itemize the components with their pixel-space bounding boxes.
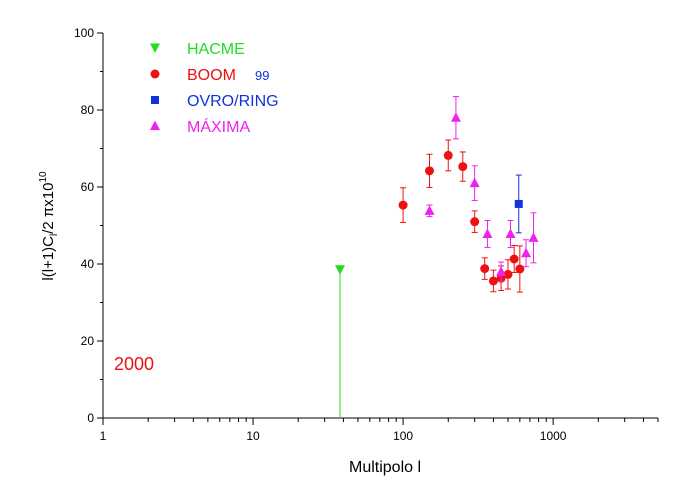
data-point — [480, 264, 490, 274]
axes: 0 20 40 60 80 100 1 10 100 1000 — [74, 26, 659, 443]
data-point — [521, 247, 532, 258]
legend-marker — [150, 69, 160, 79]
data-point — [496, 266, 507, 276]
y-tick-label: 20 — [81, 334, 95, 348]
x-axis-label: Multipolo l — [349, 459, 421, 476]
data-point — [505, 228, 516, 238]
data-point — [503, 269, 513, 279]
x-tick-label: 10 — [246, 429, 260, 443]
legend-marker — [150, 43, 160, 53]
legend-label: HACME — [187, 41, 245, 58]
data-point — [509, 254, 519, 264]
y-axis-label-superscript: 10 — [38, 171, 49, 183]
data-point — [469, 177, 480, 188]
y-tick-label: 100 — [74, 26, 94, 40]
data-point — [470, 217, 480, 227]
y-tick-label: 60 — [81, 180, 95, 194]
x-tick-label: 1 — [100, 429, 107, 443]
data-point — [458, 162, 468, 172]
data-point — [443, 150, 453, 160]
year-annotation: 2000 — [114, 354, 154, 374]
y-axis-label-subscript: l — [49, 234, 60, 236]
data-point — [482, 228, 493, 238]
data-point — [424, 205, 435, 215]
legend-label-suffix: 99 — [255, 68, 269, 83]
data-point — [528, 232, 539, 242]
y-axis-label: l(l+1)Cl/2 πx1010 — [38, 171, 60, 281]
legend-marker — [150, 120, 160, 130]
legend: HACME BOOM 99 OVRO/RING MÁXIMA — [150, 41, 279, 136]
y-tick-label: 0 — [87, 411, 94, 425]
x-tick-label: 1000 — [540, 429, 567, 443]
series-hacme — [335, 265, 346, 418]
data-point — [514, 199, 523, 208]
data-point — [398, 200, 408, 210]
legend-item-hacme: HACME — [150, 41, 245, 58]
data-point — [515, 264, 525, 274]
legend-label: MÁXIMA — [187, 117, 250, 136]
data-point — [450, 112, 461, 122]
legend-marker — [151, 96, 159, 104]
data-points — [335, 96, 539, 418]
y-axis-label-main: l(l+1)C — [40, 236, 57, 281]
x-tick-label: 100 — [393, 429, 413, 443]
legend-item-ovro-ring: OVRO/RING — [151, 93, 279, 110]
y-tick-label: 80 — [81, 103, 95, 117]
series-ovro-ring — [514, 174, 523, 234]
series-boom — [398, 139, 525, 293]
legend-label: OVRO/RING — [187, 93, 279, 110]
data-point — [335, 265, 346, 275]
y-axis-label-rest: /2 πx10 — [40, 183, 57, 234]
data-point — [488, 276, 498, 286]
legend-item-m-xima: MÁXIMA — [150, 117, 250, 136]
y-tick-label: 40 — [81, 257, 95, 271]
legend-label: BOOM — [187, 67, 236, 84]
series-m-xima — [424, 96, 539, 282]
data-point — [425, 166, 435, 176]
legend-item-boom: BOOM 99 — [150, 67, 269, 84]
